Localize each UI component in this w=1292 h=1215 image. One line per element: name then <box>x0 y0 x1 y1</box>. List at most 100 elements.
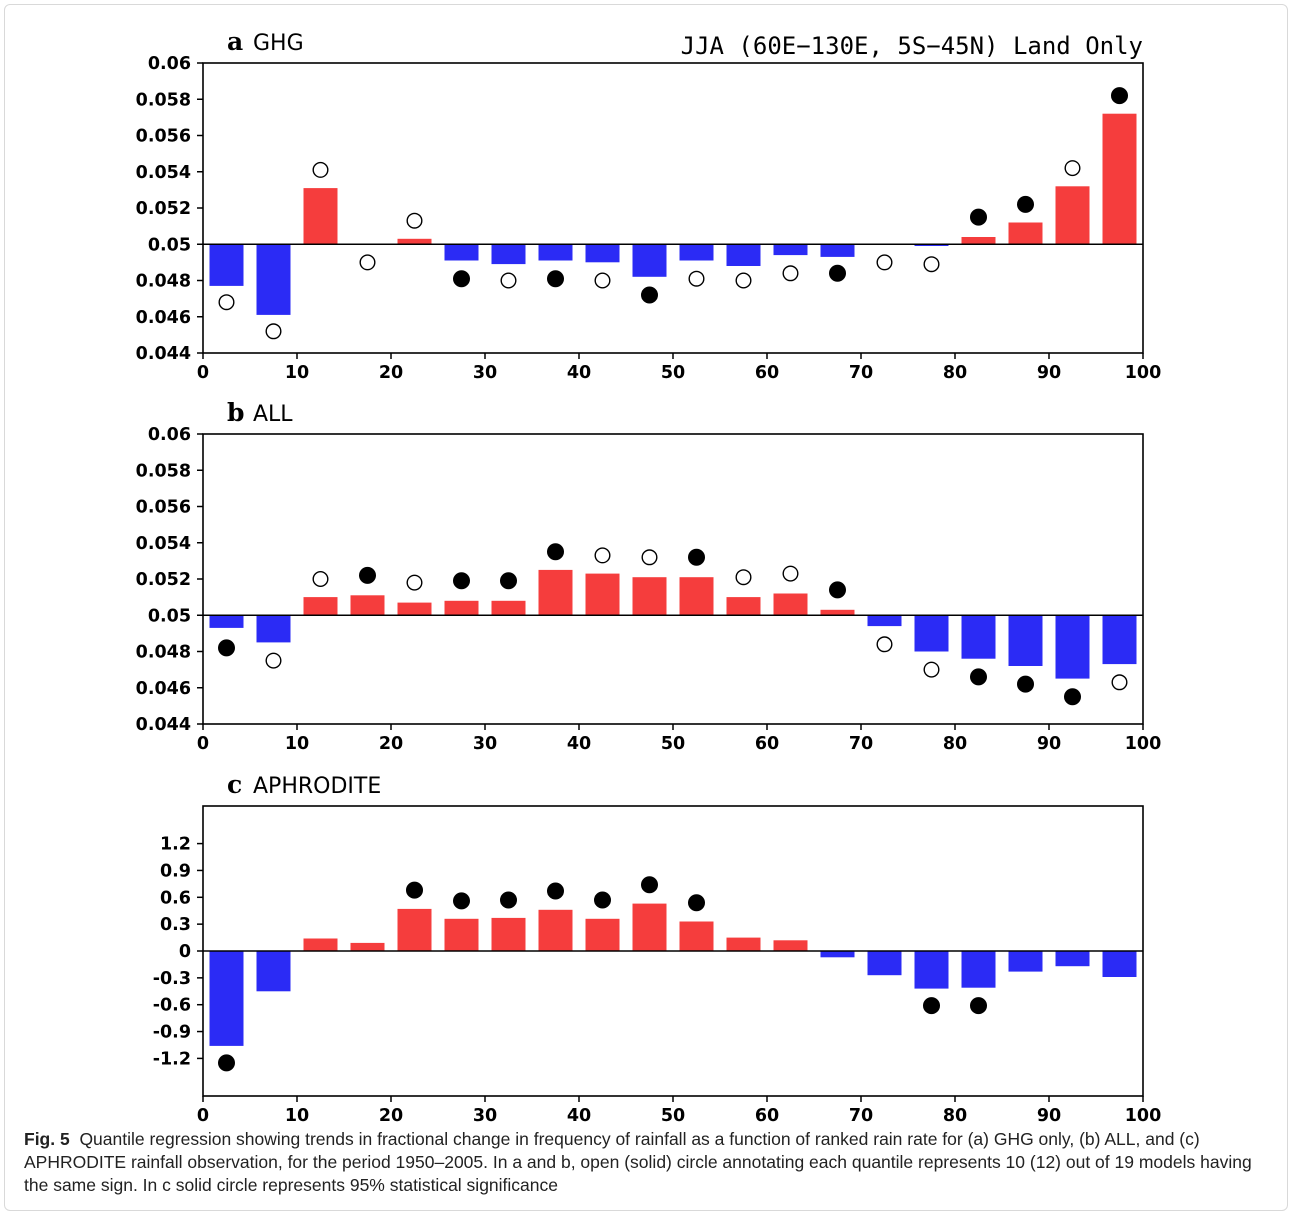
bar <box>491 244 526 265</box>
y-tick-label: 0.048 <box>136 272 191 292</box>
x-tick-label: 0 <box>197 363 209 383</box>
x-tick-label: 50 <box>661 363 685 383</box>
panel-b: b ALL 0 10 20 30 40 50 60 70 80 90 100 0.044 0.046 0.04… <box>136 398 1162 754</box>
bar <box>585 573 620 616</box>
bar <box>585 918 620 951</box>
open-circle-marker <box>406 212 423 229</box>
open-circle-marker <box>876 636 893 653</box>
bar <box>773 244 808 256</box>
bar <box>820 244 855 257</box>
bar <box>1055 615 1090 679</box>
open-circle-marker <box>312 571 329 588</box>
caption-label: Fig. 5 <box>24 1129 70 1149</box>
bar <box>585 244 620 263</box>
x-tick-label: 60 <box>755 1106 779 1126</box>
x-tick-label: 50 <box>661 734 685 754</box>
solid-circle-marker <box>453 892 470 910</box>
bar <box>303 188 338 245</box>
bar <box>914 244 949 246</box>
open-circle-marker <box>1064 160 1081 177</box>
x-tick-label: 10 <box>285 734 309 754</box>
panel-title: GHG <box>253 31 304 56</box>
bar <box>679 244 714 261</box>
bar <box>820 951 855 958</box>
bar <box>867 951 902 976</box>
bar <box>773 593 808 616</box>
open-circle-marker <box>218 294 235 311</box>
y-tick-label: 0.058 <box>136 90 191 110</box>
open-circle-marker <box>782 265 799 282</box>
solid-circle-marker <box>406 881 423 899</box>
x-tick-label: 0 <box>197 1106 209 1126</box>
solid-circle-marker <box>1017 195 1034 213</box>
bar <box>1008 222 1043 245</box>
bar <box>256 244 291 315</box>
solid-circle-marker <box>829 581 846 599</box>
open-circle-marker <box>359 254 376 271</box>
x-tick-label: 60 <box>755 363 779 383</box>
plot-frame <box>202 433 1144 725</box>
open-circle-marker <box>876 254 893 271</box>
solid-circle-marker <box>500 572 517 590</box>
x-tick-label: 30 <box>473 734 497 754</box>
x-tick-label: 70 <box>849 363 873 383</box>
bar <box>256 951 291 992</box>
y-tick-label: 0.06 <box>148 54 191 74</box>
solid-circle-marker <box>1111 87 1128 105</box>
y-tick-label: 0.6 <box>160 888 191 908</box>
bar <box>773 940 808 951</box>
open-circle-marker <box>312 161 329 178</box>
bar <box>961 615 996 659</box>
bar <box>1102 951 1137 977</box>
panel-title: APHRODITE <box>253 774 381 799</box>
open-circle-marker <box>688 270 705 287</box>
open-circle-marker <box>594 547 611 564</box>
solid-circle-marker <box>641 286 658 304</box>
x-tick-label: 50 <box>661 1106 685 1126</box>
x-tick-label: 0 <box>197 734 209 754</box>
y-tick-label: -1.2 <box>153 1049 191 1069</box>
bar <box>679 577 714 616</box>
x-tick-label: 90 <box>1037 1106 1061 1126</box>
x-tick-label: 20 <box>379 1106 403 1126</box>
bar <box>397 602 432 616</box>
bar <box>726 937 761 951</box>
bar <box>961 951 996 988</box>
open-circle-marker <box>735 272 752 289</box>
bar <box>303 597 338 616</box>
x-tick-label: 10 <box>285 363 309 383</box>
open-circle-marker <box>923 256 940 273</box>
panel-letter: a <box>227 27 243 56</box>
x-tick-label: 80 <box>943 363 967 383</box>
bar <box>914 615 949 652</box>
x-tick-label: 70 <box>849 734 873 754</box>
x-tick-label: 90 <box>1037 734 1061 754</box>
open-circle-marker <box>406 574 423 591</box>
bar <box>350 942 385 951</box>
solid-circle-marker <box>688 548 705 566</box>
panel-a: a GHG 0 10 20 30 40 50 60 70 80 90 100 0.044 0.046 0.04… <box>136 27 1162 383</box>
y-tick-label: 0.044 <box>136 344 191 364</box>
open-circle-marker <box>923 661 940 678</box>
panel-title: ALL <box>253 402 293 427</box>
x-tick-label: 20 <box>379 363 403 383</box>
y-tick-label: 0.3 <box>160 915 191 935</box>
bar <box>632 577 667 616</box>
bar <box>1102 113 1137 245</box>
y-tick-label: 0.048 <box>136 643 191 663</box>
solid-circle-marker <box>970 208 987 226</box>
y-tick-label: 0 <box>179 942 191 962</box>
open-circle-marker <box>594 272 611 289</box>
open-circle-marker <box>500 272 517 289</box>
y-tick-label: 0.046 <box>136 308 191 328</box>
x-tick-label: 100 <box>1125 1106 1162 1126</box>
x-tick-label: 30 <box>473 1106 497 1126</box>
bar <box>726 597 761 616</box>
bar <box>1008 615 1043 666</box>
open-circle-marker <box>265 652 282 669</box>
y-tick-label: 0.9 <box>160 861 191 881</box>
bar <box>350 595 385 616</box>
bar <box>538 244 573 261</box>
bar <box>444 600 479 616</box>
y-tick-label: 0.054 <box>136 534 191 554</box>
